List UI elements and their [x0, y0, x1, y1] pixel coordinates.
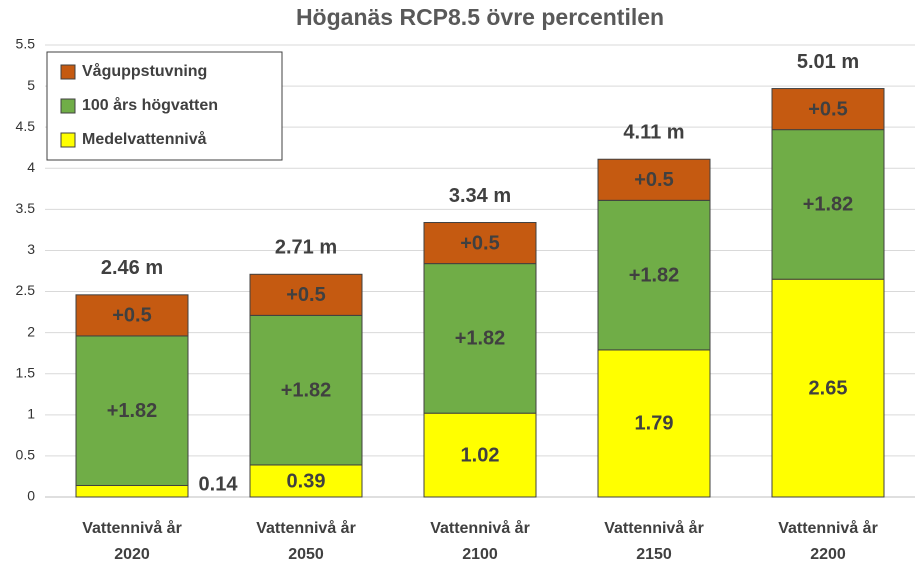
bar-segment [249, 273, 363, 316]
total-label: 5.01 m [797, 51, 859, 73]
y-tick-label: 1 [27, 406, 35, 422]
data-label: 0.39 [287, 470, 326, 492]
y-tick-label: 2 [27, 323, 35, 339]
y-tick-label: 3.5 [16, 200, 36, 216]
legend-box [46, 51, 283, 161]
bar-segment [75, 484, 189, 498]
data-label: +0.5 [808, 98, 847, 120]
bar-segment [423, 222, 537, 265]
data-label: +1.82 [629, 264, 680, 286]
y-tick-label: 0 [27, 488, 35, 504]
bar-segment [75, 294, 189, 337]
y-tick-label: 0.5 [16, 447, 36, 463]
bar-segment [423, 263, 537, 414]
total-label: 2.46 m [101, 257, 163, 279]
legend-label: Medelvattennivå [82, 130, 207, 148]
data-label: +1.82 [107, 400, 158, 422]
bar-segment [597, 199, 711, 351]
y-tick-label: 1.5 [16, 364, 36, 380]
x-tick-label: Vattennivå år 2050 [256, 519, 356, 563]
legend-label: 100 års högvatten [82, 96, 218, 114]
y-tick-label: 4.5 [16, 118, 36, 134]
legend-swatch [60, 132, 76, 148]
bar-segment [597, 349, 711, 498]
legend-swatch [60, 98, 76, 114]
data-label: 0.14 [199, 474, 239, 496]
x-tick-label: Vattennivå år 2100 [430, 519, 530, 563]
data-label: +0.5 [286, 284, 325, 306]
bar-segment [771, 278, 885, 498]
y-tick-label: 4 [27, 159, 35, 175]
data-label: +0.5 [460, 232, 499, 254]
bar-segment [249, 464, 363, 498]
bar-segment [423, 412, 537, 498]
y-tick-label: 3 [27, 241, 35, 257]
bar-segment [249, 314, 363, 466]
data-label: +1.82 [455, 328, 506, 350]
data-label: 2.65 [809, 377, 848, 399]
y-tick-label: 5 [27, 77, 35, 93]
total-label: 2.71 m [275, 237, 337, 259]
x-tick-label: Vattennivå år 2200 [778, 519, 878, 563]
bar-segment [75, 335, 189, 486]
data-label: +1.82 [803, 194, 854, 216]
bar-segment [771, 129, 885, 280]
total-label: 4.11 m [623, 122, 684, 144]
total-label: 3.34 m [449, 185, 511, 207]
bar-segment [597, 158, 711, 201]
y-tick-label: 5.5 [16, 36, 36, 52]
x-tick-label: Vattennivå år 2150 [604, 519, 704, 563]
data-label: +0.5 [634, 169, 673, 191]
bar-segment [771, 88, 885, 131]
data-label: 1.02 [461, 444, 500, 466]
y-tick-label: 2.5 [16, 282, 36, 298]
data-label: +0.5 [112, 305, 151, 327]
data-label: +1.82 [281, 379, 332, 401]
legend-swatch [60, 64, 76, 80]
data-label: 1.79 [635, 413, 674, 435]
chart-title: Höganäs RCP8.5 övre percentilen [296, 4, 664, 30]
x-tick-label: Vattennivå år 2020 [82, 519, 182, 563]
legend-label: Våguppstuvning [82, 62, 207, 80]
